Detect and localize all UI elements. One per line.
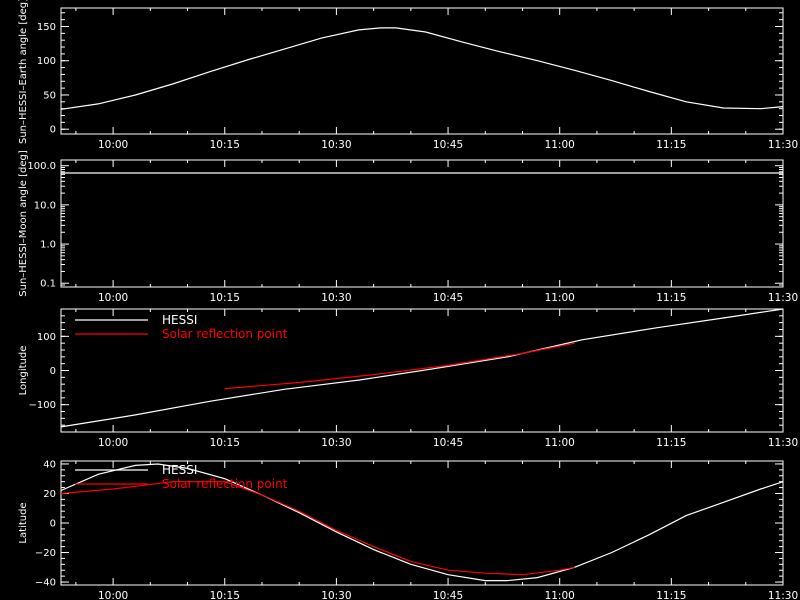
y-axis-label: Latitude	[18, 502, 29, 543]
x-tick-label: 10:15	[210, 437, 240, 449]
y-tick-label: 0	[50, 366, 56, 377]
series-line-solar-reflection-point	[224, 342, 575, 390]
x-tick-label: 11:00	[545, 590, 575, 600]
y-tick-label: 50	[43, 90, 56, 101]
y-tick-label: 100	[37, 332, 56, 343]
x-tick-label: 11:15	[656, 590, 686, 600]
series-line-hessi	[60, 308, 784, 428]
x-tick-label: 11:15	[656, 139, 686, 151]
x-tick-label: 10:00	[98, 590, 128, 600]
legend-label: Solar reflection point	[162, 477, 288, 491]
y-tick-label: 0	[50, 125, 56, 136]
series-line-hessi	[60, 463, 784, 582]
y-axis-label: Sun–HESSI–Moon angle [deg]	[18, 150, 29, 297]
x-tick-label: 11:30	[768, 139, 798, 151]
x-tick-label: 11:00	[545, 292, 575, 304]
x-tick-label: 10:30	[321, 437, 351, 449]
y-tick-label: 0.1	[40, 279, 56, 290]
x-tick-label: 10:45	[433, 139, 463, 151]
panel-1: 10:00 10:15 10:30 10:45 11:00 11:15 11:30 0 50 10…	[18, 0, 798, 151]
panel-3: 10:00 10:15 10:30 10:45 11:00 11:15 11:30 −100 0…	[18, 308, 798, 449]
y-axis-label: Longitude	[18, 346, 29, 396]
x-tick-label: 10:00	[98, 292, 128, 304]
x-tick-label: 10:00	[98, 437, 128, 449]
x-tick-label: 11:00	[545, 139, 575, 151]
x-tick-label: 11:00	[545, 437, 575, 449]
x-tick-label: 10:45	[433, 437, 463, 449]
y-tick-label: 150	[37, 22, 56, 33]
panels-container: 10:00 10:15 10:30 10:45 11:00 11:15 11:30 0 50 10…	[18, 0, 798, 600]
y-tick-label: −20	[35, 548, 56, 559]
x-tick-label: 11:30	[768, 292, 798, 304]
y-tick-label: 0	[50, 519, 56, 530]
plot-frame	[60, 159, 784, 288]
x-tick-label: 11:30	[768, 437, 798, 449]
y-tick-label: 100	[37, 56, 56, 67]
x-tick-label: 11:15	[656, 437, 686, 449]
x-tick-label: 11:15	[656, 292, 686, 304]
legend-label: HESSI	[162, 313, 197, 327]
x-tick-label: 10:45	[433, 292, 463, 304]
legend-label: HESSI	[162, 463, 197, 477]
series-line-curve-1	[60, 27, 784, 110]
x-tick-label: 10:15	[210, 292, 240, 304]
x-tick-label: 10:15	[210, 139, 240, 151]
y-axis-label: Sun–HESSI–Earth angle [deg]	[18, 0, 29, 144]
x-tick-label: 10:30	[321, 139, 351, 151]
y-tick-label: −100	[29, 400, 56, 411]
y-tick-label: −40	[35, 578, 56, 589]
y-tick-label: 100.0	[27, 161, 56, 172]
y-tick-label: 1.0	[40, 240, 56, 251]
x-tick-label: 10:15	[210, 590, 240, 600]
x-tick-label: 10:30	[321, 590, 351, 600]
x-tick-label: 11:30	[768, 590, 798, 600]
y-tick-label: 10.0	[34, 200, 56, 211]
panel-2: 10:00 10:15 10:30 10:45 11:00 11:15 11:30 0.1 1.…	[18, 150, 798, 304]
panel-4: 10:00 10:15 10:30 10:45 11:00 11:15 11:30 −40 −2…	[18, 459, 798, 600]
legend-label: Solar reflection point	[162, 327, 288, 341]
plot-frame	[60, 7, 784, 135]
series-line-solar-reflection-point	[60, 481, 575, 576]
x-tick-label: 10:30	[321, 292, 351, 304]
x-tick-label: 10:45	[433, 590, 463, 600]
y-tick-label: 20	[43, 489, 56, 500]
y-tick-label: 40	[43, 459, 56, 470]
x-tick-label: 10:00	[98, 139, 128, 151]
